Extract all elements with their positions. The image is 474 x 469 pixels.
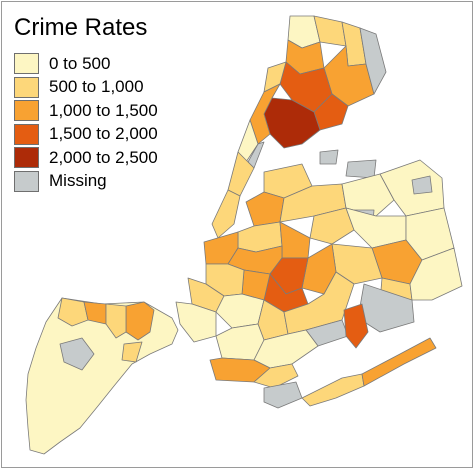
legend-swatch <box>14 76 39 98</box>
region-brooklyn-bushwick <box>279 221 311 259</box>
region-manhattan-lower <box>211 189 241 239</box>
region-queens-bayside <box>379 159 445 217</box>
region-queens-elmhurst <box>309 207 355 245</box>
legend-item: 1,000 to 1,500 <box>14 99 158 123</box>
region-staten-island-port-richmond <box>121 341 143 363</box>
legend-label: 0 to 500 <box>49 53 111 73</box>
region-staten-island-fresh-kills <box>59 337 95 371</box>
legend-label: 500 to 1,000 <box>49 77 144 97</box>
region-brooklyn-borough-park <box>215 293 265 329</box>
legend-swatch <box>14 100 39 122</box>
legend-item: 2,000 to 2,500 <box>14 146 158 170</box>
region-staten-island-north-shore <box>57 297 89 327</box>
region-queens-long-island-city <box>245 191 285 227</box>
legend-label: 1,500 to 2,000 <box>49 124 158 144</box>
legend-item: Missing <box>14 170 158 194</box>
legend-title: Crime Rates <box>14 14 148 41</box>
region-bronx-pelham-bay <box>359 27 387 95</box>
region-queens-rikers <box>319 149 339 165</box>
region-queens-alley-pond <box>411 175 433 195</box>
legend-item: 500 to 1,000 <box>14 76 158 100</box>
region-queens-laguardia <box>345 159 377 179</box>
legend-swatch <box>14 123 39 145</box>
legend-label: Missing <box>49 171 107 191</box>
legend-swatch <box>14 147 39 169</box>
region-staten-island-port-richmond <box>105 303 127 339</box>
legend: 0 to 500 500 to 1,000 1,000 to 1,500 1,500 … <box>14 52 158 193</box>
region-brooklyn-brighton <box>253 363 299 389</box>
region-queens-flushing <box>341 173 395 217</box>
legend-swatch <box>14 53 39 75</box>
region-queens-rockaway-east <box>361 337 437 387</box>
region-brooklyn-coney-tip <box>263 381 303 409</box>
legend-label: 2,000 to 2,500 <box>49 147 158 167</box>
legend-item: 1,500 to 2,000 <box>14 123 158 147</box>
region-queens-broad-channel <box>343 303 369 349</box>
legend-swatch <box>14 170 39 192</box>
legend-label: 1,000 to 1,500 <box>49 100 158 120</box>
region-queens-rockaway-west <box>301 373 365 407</box>
legend-item: 0 to 500 <box>14 52 158 76</box>
